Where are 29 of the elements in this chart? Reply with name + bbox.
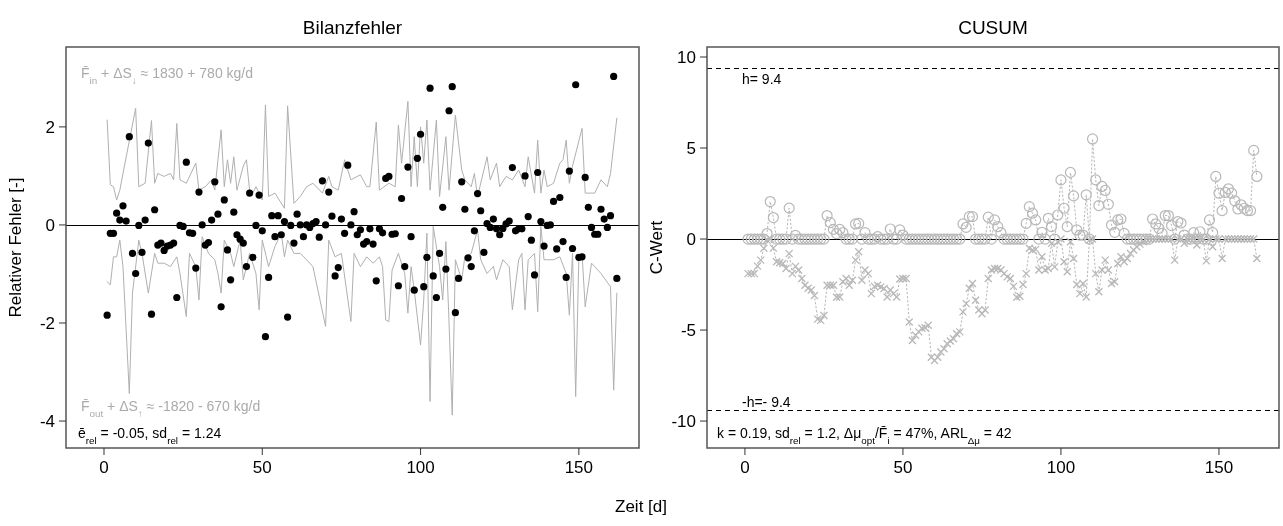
x-tick-label: 50: [252, 458, 272, 477]
annotation: F̄$_{out}$ + ΔS$_{↑}$ ≈ -1820 - 670 kg/d: [81, 398, 261, 419]
y-tick-label: -4: [39, 412, 55, 432]
y-tick-label: -5: [680, 321, 696, 341]
ref-line-label: h= 9.4: [742, 70, 782, 87]
x-axis-title: Zeit [d]: [615, 497, 667, 516]
y-axis-title: Relativer Fehler [-]: [6, 177, 25, 318]
y-tick-label: 10: [677, 48, 696, 68]
text: k = 0.19, sd$_{rel}$ = 1.2, Δμ$_{opt}$/F̄$_{i}$ = 47%, ARL$_{Δμ}$ = 42: [717, 425, 1012, 446]
chart-title: Bilanzfehler: [302, 17, 403, 38]
x-tick-label: 50: [893, 458, 913, 477]
annotation: F̄$_{in}$ + ΔS$_{↓}$ ≈ 1830 + 780 kg/d: [81, 65, 254, 86]
y-tick-label: 0: [45, 215, 55, 235]
x-tick-label: 100: [1046, 458, 1076, 477]
y-tick-label: 0: [686, 230, 696, 250]
x-tick-label: 100: [406, 458, 435, 477]
ref-line-label: -h=- 9.4: [742, 394, 791, 411]
x-tick-label: 0: [99, 458, 109, 477]
chart-title: CUSUM: [958, 17, 1028, 38]
x-tick-label: 150: [564, 458, 594, 477]
y-tick-label: -10: [671, 412, 696, 432]
y-tick-label: 5: [686, 139, 696, 159]
annotation: ē$_{rel}$ = -0.05, sd$_{rel}$ = 1.24: [78, 425, 222, 446]
y-axis-title: C-Wert: [647, 220, 666, 275]
y-tick-label: 2: [45, 117, 55, 137]
line-series: [106, 100, 618, 209]
y-tick-label: -2: [39, 313, 55, 333]
x-tick-label: 150: [1204, 458, 1234, 477]
x-tick-label: 0: [740, 458, 750, 477]
